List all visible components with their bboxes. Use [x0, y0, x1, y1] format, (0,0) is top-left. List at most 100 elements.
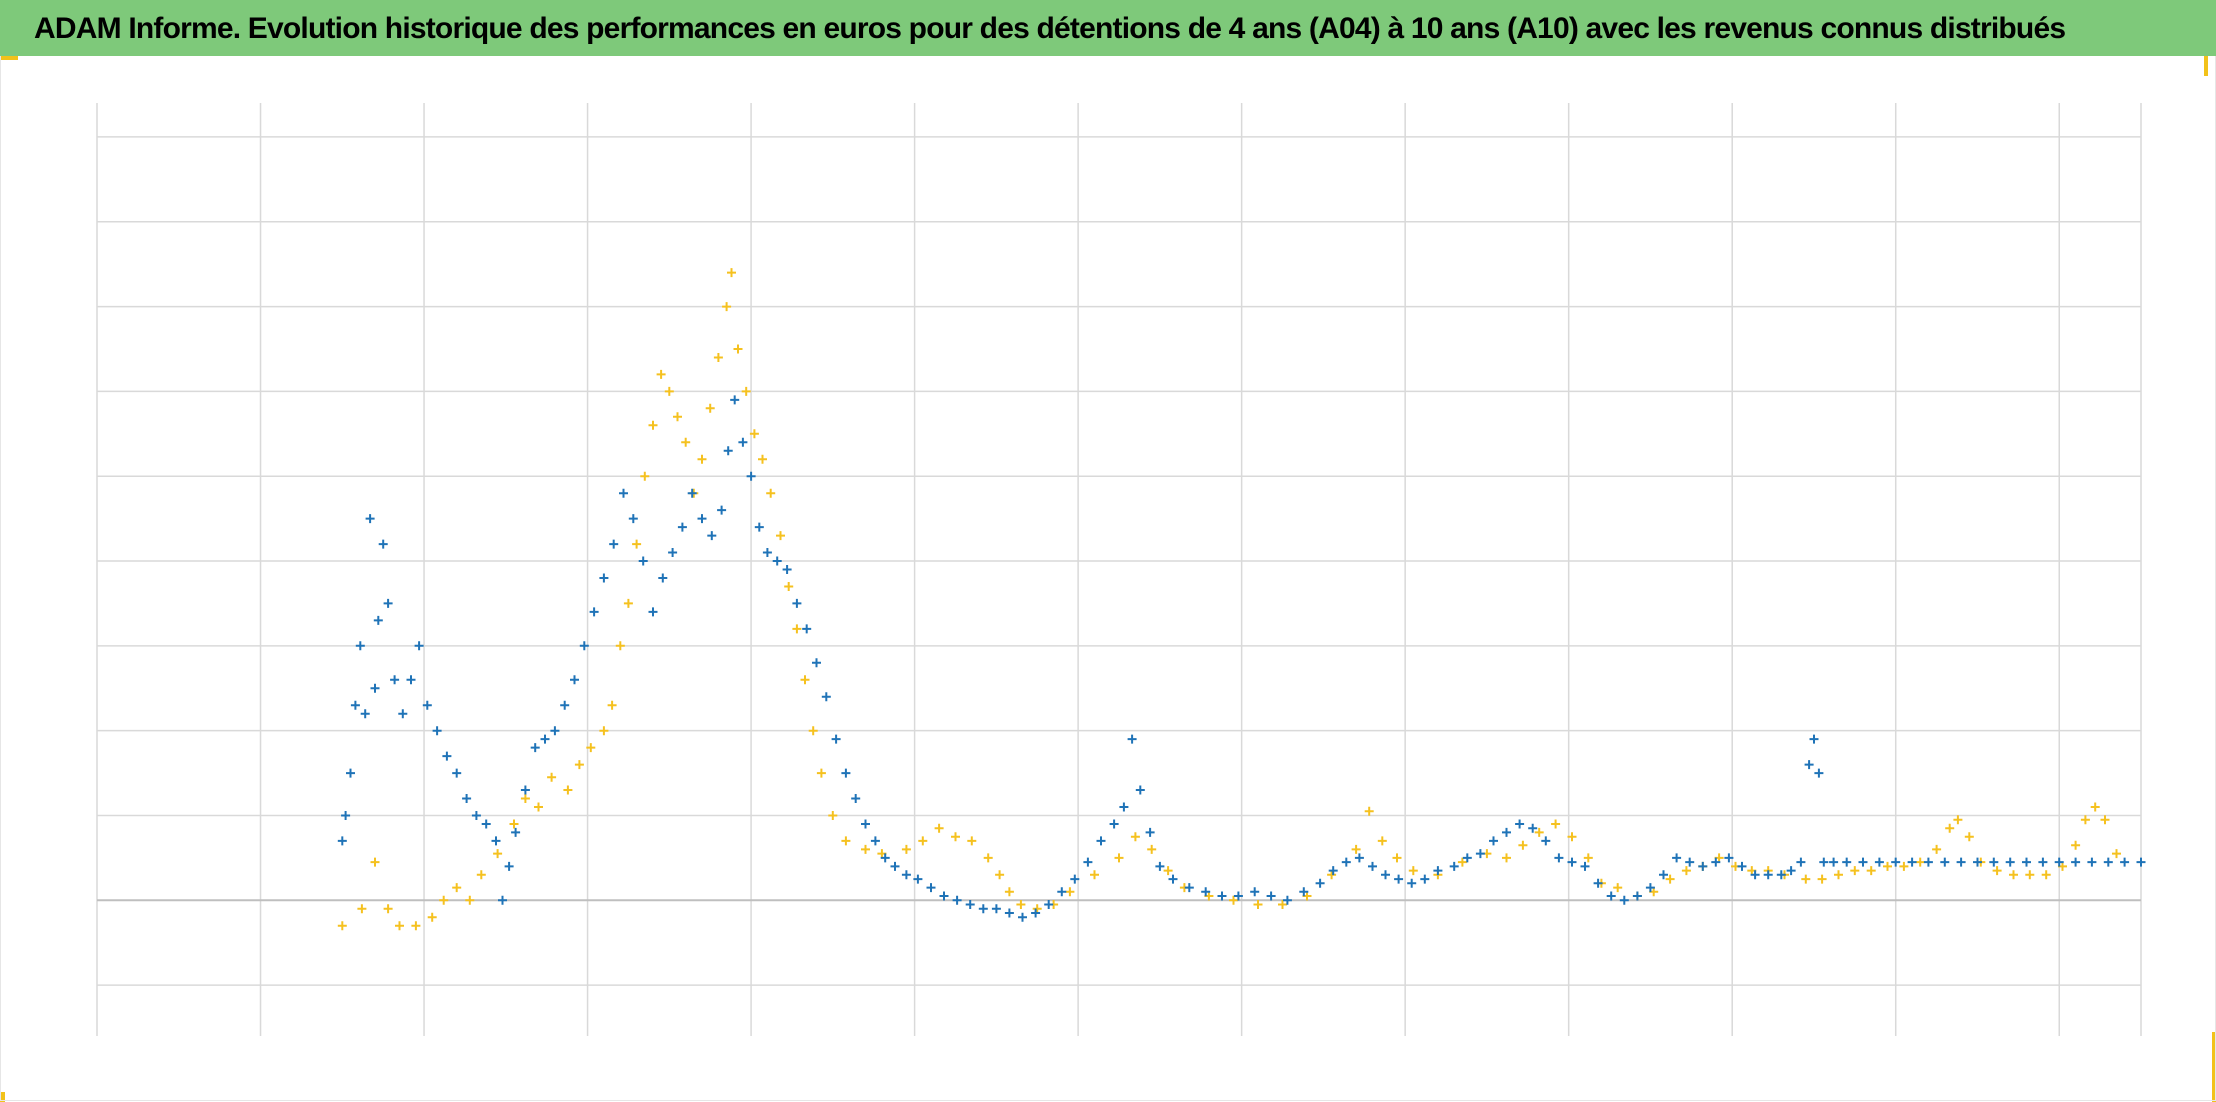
data-point-marker	[1945, 823, 1955, 833]
data-point-marker	[1923, 857, 1933, 867]
data-point-marker	[1989, 857, 1999, 867]
data-point-marker	[1135, 785, 1145, 795]
data-point-marker	[861, 819, 870, 829]
data-point-marker	[733, 344, 743, 354]
data-point-marker	[504, 861, 514, 871]
data-point-marker	[1796, 857, 1806, 867]
data-point-marker	[378, 539, 388, 549]
data-point-marker	[792, 624, 802, 634]
data-point-marker	[1518, 840, 1528, 850]
data-point-marker	[1392, 853, 1402, 863]
series-layer	[337, 268, 2146, 931]
data-point-marker	[411, 921, 421, 931]
data-point-marker	[1858, 857, 1868, 867]
data-point-marker	[365, 514, 375, 524]
data-point-marker	[991, 904, 1001, 914]
data-point-marker	[1834, 870, 1843, 880]
data-point-marker	[841, 836, 851, 846]
series-1	[337, 268, 2121, 931]
data-point-marker	[2080, 815, 2090, 825]
data-point-marker	[493, 849, 503, 859]
data-point-marker	[476, 870, 486, 880]
data-point-marker	[1891, 857, 1901, 867]
data-point-marker	[821, 692, 831, 702]
data-point-marker	[1956, 857, 1966, 867]
data-point-marker	[939, 891, 949, 901]
data-point-marker	[607, 700, 617, 710]
data-point-marker	[1554, 853, 1564, 863]
data-point-marker	[1534, 827, 1544, 837]
data-point-marker	[1147, 844, 1157, 854]
data-point-marker	[534, 802, 543, 812]
data-point-marker	[782, 565, 792, 574]
data-point-marker	[511, 827, 521, 837]
data-point-marker	[1672, 853, 1682, 863]
data-point-marker	[1004, 887, 1014, 897]
data-point-marker	[1515, 819, 1525, 829]
data-point-marker	[1580, 861, 1590, 871]
data-point-marker	[498, 895, 507, 905]
data-point-marker	[717, 505, 727, 515]
data-point-marker	[1814, 768, 1824, 778]
data-point-marker	[1250, 887, 1260, 897]
data-point-marker	[762, 548, 772, 557]
data-point-marker	[370, 683, 380, 693]
data-point-marker	[398, 709, 408, 719]
data-point-marker	[357, 904, 367, 914]
data-point-marker	[628, 514, 638, 524]
data-point-marker	[901, 870, 911, 880]
data-point-marker	[1619, 895, 1629, 905]
data-point-marker	[462, 794, 472, 803]
data-point-marker	[1364, 806, 1374, 816]
data-point-marker	[754, 522, 764, 532]
data-point-marker	[2005, 857, 2015, 867]
data-point-marker	[1449, 861, 1459, 871]
data-point-marker	[1070, 874, 1080, 884]
data-point-marker	[1711, 857, 1721, 867]
data-point-marker	[1016, 900, 1026, 909]
data-point-marker	[1031, 908, 1041, 918]
data-point-marker	[1763, 870, 1773, 880]
data-point-marker	[491, 836, 501, 846]
data-point-marker	[395, 921, 404, 931]
data-point-marker	[1698, 861, 1708, 871]
corner-accent-top-left	[0, 56, 18, 60]
data-point-marker	[828, 811, 838, 820]
data-point-marker	[1915, 857, 1925, 867]
data-point-marker	[1681, 866, 1691, 876]
data-point-marker	[808, 726, 818, 736]
data-point-marker	[1567, 857, 1577, 867]
data-point-marker	[1155, 861, 1165, 871]
data-point-marker	[360, 709, 370, 719]
data-point-marker	[1724, 853, 1734, 863]
data-point-marker	[673, 412, 682, 422]
data-point-marker	[851, 794, 861, 803]
data-point-marker	[1217, 891, 1227, 901]
data-point-marker	[713, 353, 723, 362]
data-point-marker	[656, 369, 666, 379]
data-point-marker	[965, 900, 975, 909]
data-point-marker	[1253, 900, 1263, 909]
data-point-marker	[1866, 866, 1876, 876]
data-point-marker	[640, 471, 650, 481]
data-point-marker	[913, 874, 923, 884]
data-point-marker	[1786, 866, 1796, 876]
data-point-marker	[452, 883, 462, 893]
data-point-marker	[579, 641, 589, 651]
data-point-marker	[609, 539, 619, 549]
chart-title: ADAM Informe. Evolution historique des p…	[34, 12, 2066, 45]
data-point-marker	[520, 785, 530, 795]
data-point-marker	[432, 726, 442, 736]
data-point-marker	[560, 700, 570, 710]
data-point-marker	[1377, 836, 1387, 846]
data-point-marker	[570, 675, 579, 685]
data-point-marker	[1992, 866, 2002, 876]
data-point-marker	[2025, 870, 2035, 880]
data-point-marker	[337, 836, 347, 846]
data-point-marker	[586, 743, 596, 753]
data-point-marker	[599, 573, 609, 583]
data-point-marker	[1004, 908, 1014, 918]
data-point-marker	[509, 819, 519, 829]
data-point-marker	[1850, 866, 1860, 876]
data-point-marker	[2071, 857, 2081, 867]
